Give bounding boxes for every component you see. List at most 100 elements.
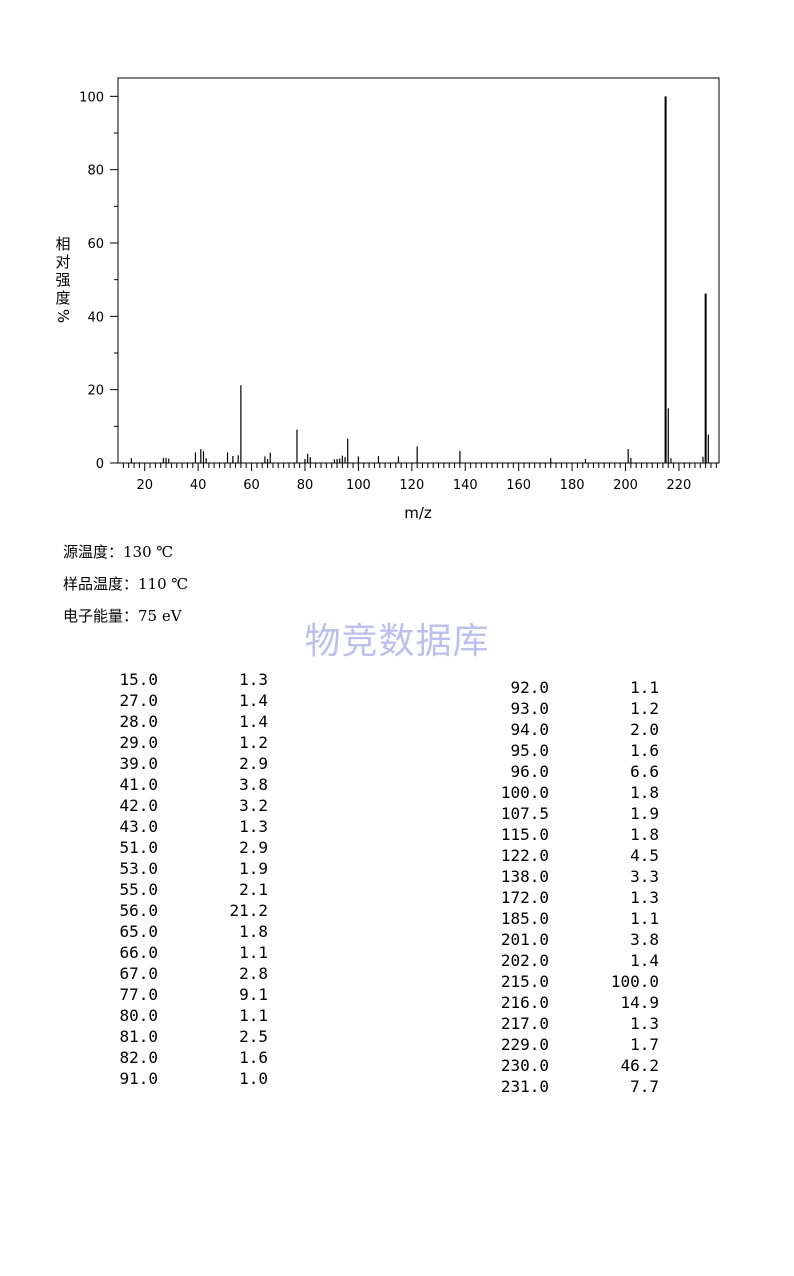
mz-value: 201.0 (500, 930, 549, 949)
mz-value: 65.0 (119, 922, 158, 941)
mz-value: 42.0 (119, 796, 158, 815)
intensity-value: 1.3 (239, 670, 268, 689)
intensity-value: 1.9 (630, 804, 659, 823)
mz-value: 230.0 (500, 1056, 549, 1075)
mz-value: 202.0 (500, 951, 549, 970)
y-label-char: 相 (55, 235, 70, 253)
y-label-char: 度 (55, 289, 70, 307)
x-tick-label: 20 (136, 478, 153, 493)
x-tick-label: 200 (613, 478, 638, 493)
y-tick-label: 20 (87, 384, 104, 399)
mz-value: 51.0 (119, 838, 158, 857)
mass-spectrum-chart: 20 40 60 80 100 120 140 160 180 200 220 0 20 40 60 80 1… (54, 77, 720, 522)
intensity-value: 1.8 (239, 922, 268, 941)
mz-value: 15.0 (119, 670, 158, 689)
x-tick-label: 220 (667, 478, 692, 493)
intensity-value: 1.4 (239, 712, 268, 731)
mz-value: 92.0 (510, 678, 549, 697)
mz-value: 56.0 (119, 901, 158, 920)
intensity-value: 21.2 (229, 901, 268, 920)
intensity-value: 1.4 (239, 691, 268, 710)
mz-value: 215.0 (500, 972, 549, 991)
mz-value: 77.0 (119, 985, 158, 1004)
x-tick-label: 80 (297, 478, 314, 493)
intensity-value: 14.9 (620, 993, 659, 1012)
intensity-value: 1.1 (630, 678, 659, 697)
mz-value: 95.0 (510, 741, 549, 760)
x-axis-ticks: 20 40 60 80 100 120 140 160 180 200 220 (122, 463, 717, 493)
mz-value: 93.0 (510, 699, 549, 718)
mz-value: 67.0 (119, 964, 158, 983)
intensity-value: 2.9 (239, 838, 268, 857)
intensity-value: 1.7 (630, 1035, 659, 1054)
intensity-value: 3.3 (630, 867, 659, 886)
y-label-char: 强 (55, 271, 70, 289)
intensity-value: 2.9 (239, 754, 268, 773)
plot-frame (117, 77, 720, 464)
mz-value: 28.0 (119, 712, 158, 731)
mz-value: 41.0 (119, 775, 158, 794)
intensity-value: 1.9 (239, 859, 268, 878)
mz-value: 185.0 (500, 909, 549, 928)
sample-temperature: 样品温度：110 ℃ (63, 575, 189, 593)
y-axis-ticks: 0 20 40 60 80 100 (79, 90, 118, 472)
y-tick-label: 80 (87, 164, 104, 179)
intensity-value: 1.1 (630, 909, 659, 928)
y-tick-label: 0 (96, 457, 104, 472)
x-tick-label: 140 (453, 478, 478, 493)
mz-value: 53.0 (119, 859, 158, 878)
y-tick-label: 60 (87, 237, 104, 252)
intensity-value: 7.7 (630, 1077, 659, 1096)
mz-value: 29.0 (119, 733, 158, 752)
intensity-value: 1.6 (239, 1048, 268, 1067)
x-tick-label: 180 (560, 478, 585, 493)
mz-value: 122.0 (500, 846, 549, 865)
intensity-value: 1.3 (630, 1014, 659, 1033)
x-tick-label: 40 (190, 478, 207, 493)
intensity-value: 2.0 (630, 720, 659, 739)
mz-value: 81.0 (119, 1027, 158, 1046)
intensity-value: 1.1 (239, 1006, 268, 1025)
x-tick-label: 100 (346, 478, 371, 493)
mz-value: 55.0 (119, 880, 158, 899)
mz-value: 27.0 (119, 691, 158, 710)
mz-value: 94.0 (510, 720, 549, 739)
intensity-value: 1.1 (239, 943, 268, 962)
y-tick-label: 40 (87, 310, 104, 325)
intensity-value: 100.0 (610, 972, 659, 991)
intensity-value: 9.1 (239, 985, 268, 1004)
mz-value: 39.0 (119, 754, 158, 773)
mz-value: 96.0 (510, 762, 549, 781)
intensity-value: 1.8 (630, 825, 659, 844)
intensity-value: 1.6 (630, 741, 659, 760)
mz-value: 43.0 (119, 817, 158, 836)
intensity-value: 3.2 (239, 796, 268, 815)
intensity-value: 6.6 (630, 762, 659, 781)
mz-value: 80.0 (119, 1006, 158, 1025)
spectrum-peaks (130, 96, 709, 463)
y-label-char: 对 (55, 253, 70, 271)
mz-value: 172.0 (500, 888, 549, 907)
source-temperature: 源温度：130 ℃ (63, 543, 174, 561)
mz-value: 107.5 (500, 804, 549, 823)
mz-value: 82.0 (119, 1048, 158, 1067)
intensity-value: 4.5 (630, 846, 659, 865)
intensity-value: 1.0 (239, 1069, 268, 1088)
intensity-value: 1.8 (630, 783, 659, 802)
watermark: 物竞数据库 (304, 621, 490, 662)
electron-energy: 电子能量：75 eV (63, 607, 182, 625)
x-axis-label: m/z (404, 504, 432, 522)
intensity-value: 2.1 (239, 880, 268, 899)
mz-value: 229.0 (500, 1035, 549, 1054)
intensity-value: 3.8 (630, 930, 659, 949)
intensity-value: 2.5 (239, 1027, 268, 1046)
mz-value: 66.0 (119, 943, 158, 962)
x-tick-label: 120 (399, 478, 424, 493)
mz-value: 115.0 (500, 825, 549, 844)
x-tick-label: 60 (243, 478, 260, 493)
y-label-char: % (54, 309, 72, 323)
y-tick-label: 100 (79, 90, 104, 105)
intensity-value: 1.4 (630, 951, 659, 970)
mz-value: 91.0 (119, 1069, 158, 1088)
